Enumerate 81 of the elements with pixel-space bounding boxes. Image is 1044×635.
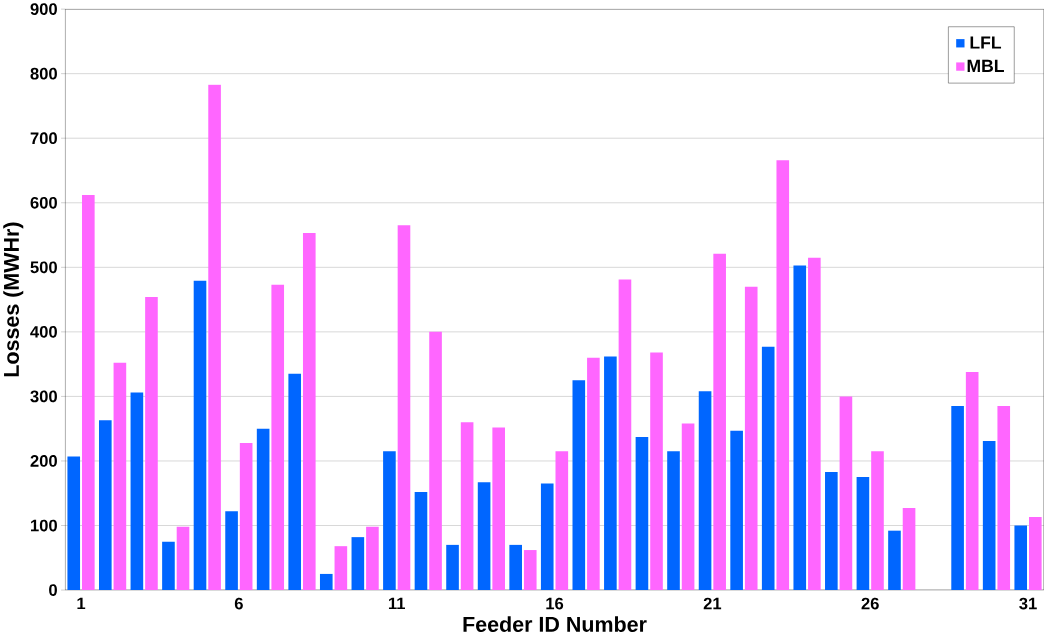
bar [681, 423, 695, 590]
bar [162, 541, 175, 590]
bar [319, 573, 333, 590]
bar [176, 526, 190, 590]
bar [460, 422, 474, 590]
bar [288, 373, 302, 590]
bar [523, 549, 537, 590]
bar [492, 427, 505, 590]
bar [965, 371, 979, 590]
bar [67, 456, 81, 590]
bar [397, 225, 411, 590]
bar [808, 257, 821, 590]
bar [98, 420, 112, 590]
y-axis-title: Losses (MWHr) [3, 222, 24, 377]
bar [744, 286, 758, 590]
bar [839, 396, 853, 590]
x-tick-label: 11 [388, 597, 406, 610]
bar [587, 357, 600, 590]
bar [193, 280, 207, 590]
bar [650, 352, 663, 590]
y-tick-label: 400 [30, 325, 57, 338]
bar [130, 392, 144, 590]
bar [871, 451, 884, 590]
bar [225, 511, 238, 590]
bar [477, 482, 491, 590]
x-tick-label: 31 [1019, 597, 1037, 610]
bar [730, 430, 743, 590]
bar [902, 508, 916, 590]
bar [951, 406, 964, 590]
bar [888, 530, 901, 590]
bar [698, 391, 712, 590]
x-tick-label: 21 [703, 597, 722, 610]
bar [302, 233, 316, 590]
legend-label: LFL [970, 36, 1002, 49]
bar [572, 380, 586, 590]
bar [604, 356, 617, 590]
bar [366, 526, 379, 590]
bar [540, 483, 554, 590]
bar [271, 284, 285, 590]
y-tick-label: 100 [31, 519, 57, 532]
bar [113, 362, 127, 590]
bar [825, 471, 838, 590]
bar [446, 544, 459, 590]
bar [414, 491, 428, 590]
x-tick-label: 16 [546, 597, 564, 610]
y-tick-label: 900 [30, 3, 57, 15]
y-tick-label: 800 [30, 67, 57, 80]
bar [383, 451, 396, 590]
bar [856, 477, 870, 590]
bar [761, 346, 775, 590]
bar [145, 296, 158, 590]
bar [635, 437, 649, 590]
x-axis-title: Feeder ID Number [463, 616, 647, 632]
bar [793, 265, 807, 590]
y-tick-label: 200 [30, 455, 57, 467]
bar [982, 440, 996, 590]
y-tick-label: 300 [30, 390, 57, 403]
bar [1014, 525, 1028, 590]
y-tick-label: 600 [30, 196, 57, 209]
bar [351, 537, 365, 590]
bar [997, 406, 1011, 590]
bar [667, 451, 680, 590]
x-tick-label: 1 [77, 597, 86, 610]
bar [618, 279, 632, 590]
y-tick-label: 500 [30, 261, 57, 274]
x-tick-label: 26 [861, 597, 879, 610]
bar [429, 331, 442, 590]
bar [208, 84, 221, 590]
bar [256, 428, 270, 590]
bar [239, 442, 253, 590]
bar [509, 544, 522, 590]
y-tick-label: 0 [49, 584, 57, 596]
bar [82, 194, 95, 590]
legend-label: MBL [967, 59, 1004, 72]
bar [1029, 517, 1042, 590]
bar [555, 451, 569, 590]
bar [713, 253, 726, 590]
bar [776, 160, 790, 590]
y-tick-label: 700 [30, 132, 57, 145]
x-tick-label: 6 [234, 597, 243, 610]
bar [334, 546, 348, 590]
